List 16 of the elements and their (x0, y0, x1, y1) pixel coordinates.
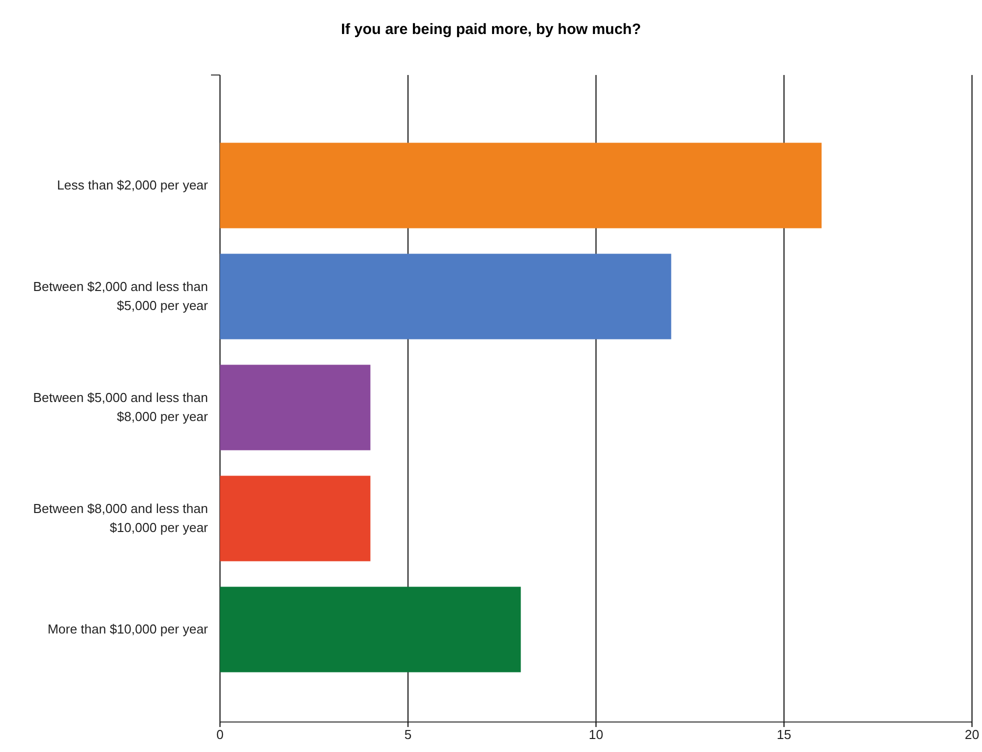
bar (220, 364, 370, 450)
y-tick-label: Between $5,000 and less than $8,000 per year (33, 390, 209, 424)
y-tick-label: Less than $2,000 per year (56, 178, 209, 192)
x-tick-label: 5 (404, 727, 412, 742)
bar (220, 586, 521, 672)
x-tick-label: 0 (216, 727, 224, 742)
x-tick-label: 15 (776, 727, 792, 742)
bar (220, 254, 672, 340)
y-tick-label: Between $2,000 and less than $5,000 per year (33, 279, 209, 313)
x-tick-label: 10 (588, 727, 604, 742)
x-tick-label: 20 (964, 727, 980, 742)
bar (220, 142, 822, 228)
bar (220, 476, 370, 562)
chart-title: If you are being paid more, by how much? (340, 21, 642, 38)
y-tick-label: Between $8,000 and less than $10,000 per year (33, 501, 209, 535)
y-tick-label: More than $10,000 per year (48, 622, 209, 636)
